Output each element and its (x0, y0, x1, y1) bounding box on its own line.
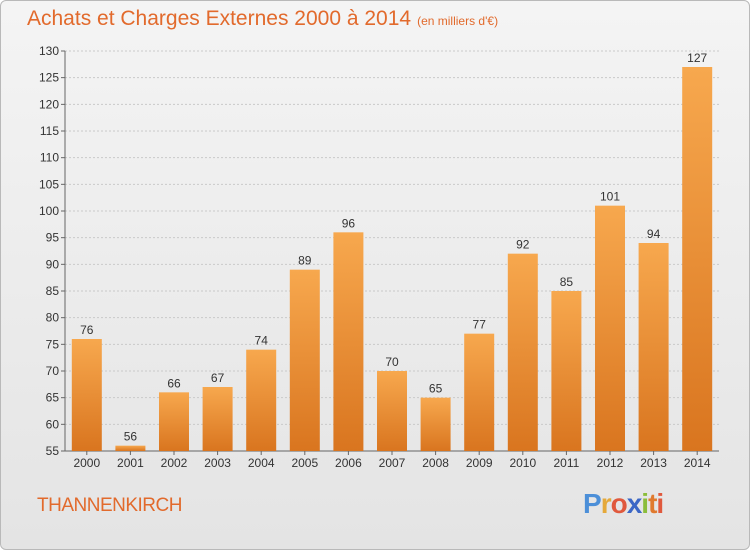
x-tick-label: 2000 (73, 456, 100, 470)
title-text: Achats et Charges Externes 2000 à 2014 (27, 7, 412, 30)
bar-value-label: 65 (429, 382, 443, 396)
bar-value-label: 56 (124, 430, 138, 444)
y-tick-label: 80 (46, 311, 60, 325)
bar-value-label: 67 (211, 371, 225, 385)
proxiti-logo: Proxiti (583, 488, 664, 520)
bar (551, 291, 582, 451)
bar-value-label: 96 (342, 216, 356, 230)
y-tick-label: 75 (46, 337, 60, 351)
bar-value-label: 94 (647, 227, 661, 241)
x-tick-label: 2009 (466, 456, 493, 470)
x-tick-label: 2010 (509, 456, 536, 470)
y-tick-label: 65 (46, 391, 60, 405)
x-tick-label: 2013 (640, 456, 667, 470)
bar (420, 397, 451, 451)
bar (115, 445, 146, 451)
y-tick-label: 110 (40, 151, 59, 165)
x-tick-label: 2004 (248, 456, 275, 470)
logo-letter: t (648, 488, 657, 519)
bar (159, 392, 189, 451)
bar (595, 205, 625, 451)
y-tick-label: 70 (46, 364, 60, 378)
x-tick-label: 2003 (204, 456, 231, 470)
x-tick-label: 2012 (597, 456, 624, 470)
y-tick-label: 125 (39, 71, 59, 85)
logo-letter: o (610, 488, 628, 519)
bar-value-label: 92 (516, 238, 530, 252)
y-tick-label: 130 (39, 44, 59, 58)
bar-value-label: 127 (687, 51, 707, 65)
bar-value-label: 66 (167, 376, 181, 390)
x-tick-label: 2002 (161, 456, 188, 470)
logo-letter: i (656, 488, 664, 519)
bar (377, 371, 407, 451)
bar (638, 243, 669, 451)
bar-value-label: 76 (80, 323, 94, 337)
y-tick-label: 120 (39, 97, 59, 111)
bar-value-label: 89 (298, 254, 312, 268)
x-tick-label: 2008 (422, 456, 449, 470)
title-unit: (en milliers d'€) (417, 14, 499, 28)
bar (333, 232, 364, 451)
y-tick-label: 115 (40, 124, 59, 138)
bar-value-label: 85 (560, 275, 574, 289)
x-tick-label: 2011 (553, 456, 579, 470)
y-tick-label: 90 (46, 257, 60, 271)
logo-letter: x (626, 488, 643, 519)
y-tick-label: 85 (46, 284, 60, 298)
chart-title: Achats et Charges Externes 2000 à 2014 (e… (27, 7, 498, 31)
place-name: THANNENKIRCH (37, 495, 182, 516)
logo-letter: P (583, 488, 602, 519)
logo-letter: r (600, 488, 612, 519)
bar (464, 333, 495, 451)
x-tick-label: 2001 (117, 456, 144, 470)
bar-value-label: 77 (473, 318, 487, 332)
bar (246, 349, 277, 451)
bar (71, 339, 102, 451)
bar (682, 67, 713, 451)
bar (289, 269, 320, 451)
bar-value-label: 101 (600, 190, 620, 204)
y-tick-label: 60 (46, 417, 60, 431)
bar-value-label: 74 (255, 334, 269, 348)
bar (202, 387, 233, 451)
logo-letter: i (641, 488, 649, 519)
y-tick-label: 105 (39, 177, 59, 191)
y-tick-label: 95 (46, 231, 60, 245)
y-tick-label: 100 (39, 204, 59, 218)
x-tick-label: 2007 (379, 456, 406, 470)
x-tick-label: 2006 (335, 456, 362, 470)
bar-value-label: 70 (385, 355, 399, 369)
bar (507, 253, 538, 451)
x-tick-label: 2005 (291, 456, 318, 470)
x-tick-label: 2014 (684, 456, 711, 470)
y-tick-label: 55 (46, 444, 60, 458)
